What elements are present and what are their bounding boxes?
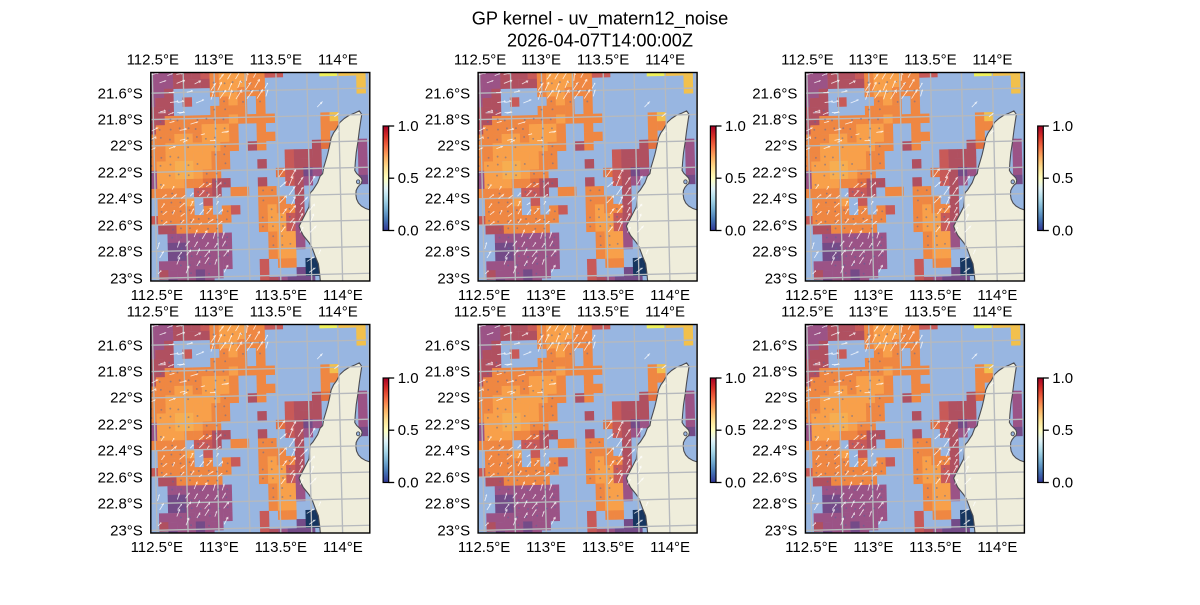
svg-text:GP kernel - uv_matern12_noise: GP kernel - uv_matern12_noise bbox=[472, 9, 728, 30]
svg-text:2026-04-07T14:00:00Z: 2026-04-07T14:00:00Z bbox=[507, 31, 693, 51]
